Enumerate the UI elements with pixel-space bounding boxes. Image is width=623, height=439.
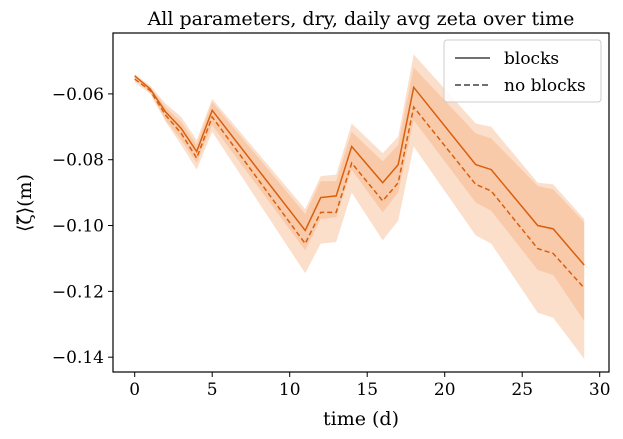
series-line-no-blocks: [134, 78, 585, 289]
confidence-bands: [134, 54, 585, 359]
chart-title: All parameters, dry, daily avg zeta over…: [147, 8, 575, 30]
x-tick-label: 25: [511, 380, 533, 400]
series-line-blocks: [134, 75, 585, 266]
legend-label-no-blocks: no blocks: [504, 76, 586, 96]
y-axis-label: ⟨ζ̄⟩(m): [14, 174, 36, 232]
series-lines: [134, 75, 585, 289]
band-no-blocks: [134, 67, 585, 359]
x-tick-label: 30: [589, 380, 611, 400]
y-axis-ticks: −0.06 −0.08 −0.10 −0.12 −0.14: [52, 85, 113, 368]
x-tick-label: 15: [356, 380, 378, 400]
x-tick-label: 0: [129, 380, 140, 400]
band-blocks: [134, 54, 585, 321]
y-tick-label: −0.08: [52, 151, 104, 171]
y-tick-label: −0.14: [52, 348, 104, 368]
plot-frame: [112, 32, 610, 373]
y-tick-label: −0.10: [52, 217, 104, 237]
x-axis-ticks: 0 5 10 15 20 25 30: [129, 372, 611, 400]
y-tick-label: −0.06: [52, 85, 104, 105]
x-tick-label: 5: [207, 380, 218, 400]
x-axis-label: time (d): [323, 408, 399, 430]
x-tick-label: 20: [434, 380, 456, 400]
legend-label-blocks: blocks: [504, 49, 559, 69]
legend: blocks no blocks: [443, 39, 602, 103]
y-tick-label: −0.12: [52, 282, 104, 302]
legend-box: [443, 39, 602, 103]
x-tick-label: 10: [279, 380, 301, 400]
